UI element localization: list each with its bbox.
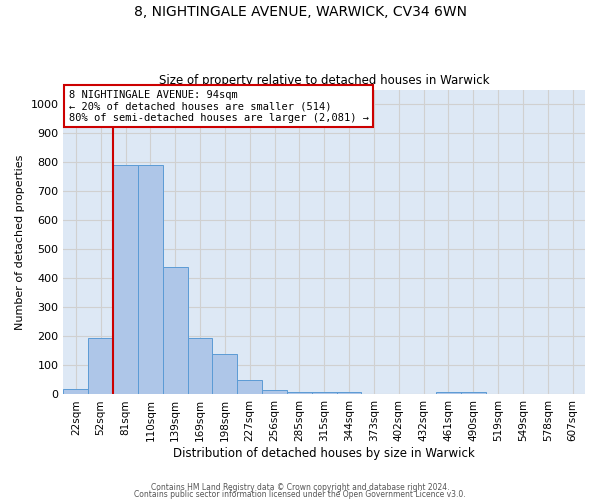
- Bar: [212, 354, 237, 395]
- Bar: [461, 392, 485, 394]
- Bar: [436, 392, 461, 394]
- Title: Size of property relative to detached houses in Warwick: Size of property relative to detached ho…: [159, 74, 490, 87]
- Bar: [88, 338, 113, 394]
- Text: 8 NIGHTINGALE AVENUE: 94sqm
← 20% of detached houses are smaller (514)
80% of se: 8 NIGHTINGALE AVENUE: 94sqm ← 20% of det…: [68, 90, 368, 123]
- Text: Contains HM Land Registry data © Crown copyright and database right 2024.: Contains HM Land Registry data © Crown c…: [151, 484, 449, 492]
- Bar: [262, 390, 287, 394]
- Bar: [163, 266, 188, 394]
- Bar: [188, 338, 212, 394]
- Y-axis label: Number of detached properties: Number of detached properties: [15, 154, 25, 330]
- Bar: [337, 392, 361, 394]
- Bar: [287, 392, 312, 394]
- Bar: [64, 388, 88, 394]
- Bar: [138, 165, 163, 394]
- Bar: [113, 165, 138, 394]
- X-axis label: Distribution of detached houses by size in Warwick: Distribution of detached houses by size …: [173, 447, 475, 460]
- Bar: [312, 392, 337, 394]
- Bar: [237, 380, 262, 394]
- Text: 8, NIGHTINGALE AVENUE, WARWICK, CV34 6WN: 8, NIGHTINGALE AVENUE, WARWICK, CV34 6WN: [133, 5, 467, 19]
- Text: Contains public sector information licensed under the Open Government Licence v3: Contains public sector information licen…: [134, 490, 466, 499]
